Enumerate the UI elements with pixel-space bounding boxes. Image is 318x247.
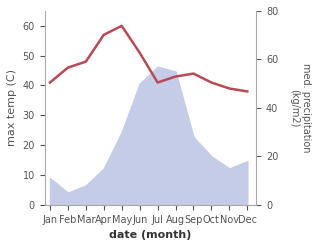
X-axis label: date (month): date (month) (109, 230, 192, 240)
Y-axis label: max temp (C): max temp (C) (7, 69, 17, 146)
Y-axis label: med. precipitation
(kg/m2): med. precipitation (kg/m2) (289, 63, 311, 153)
